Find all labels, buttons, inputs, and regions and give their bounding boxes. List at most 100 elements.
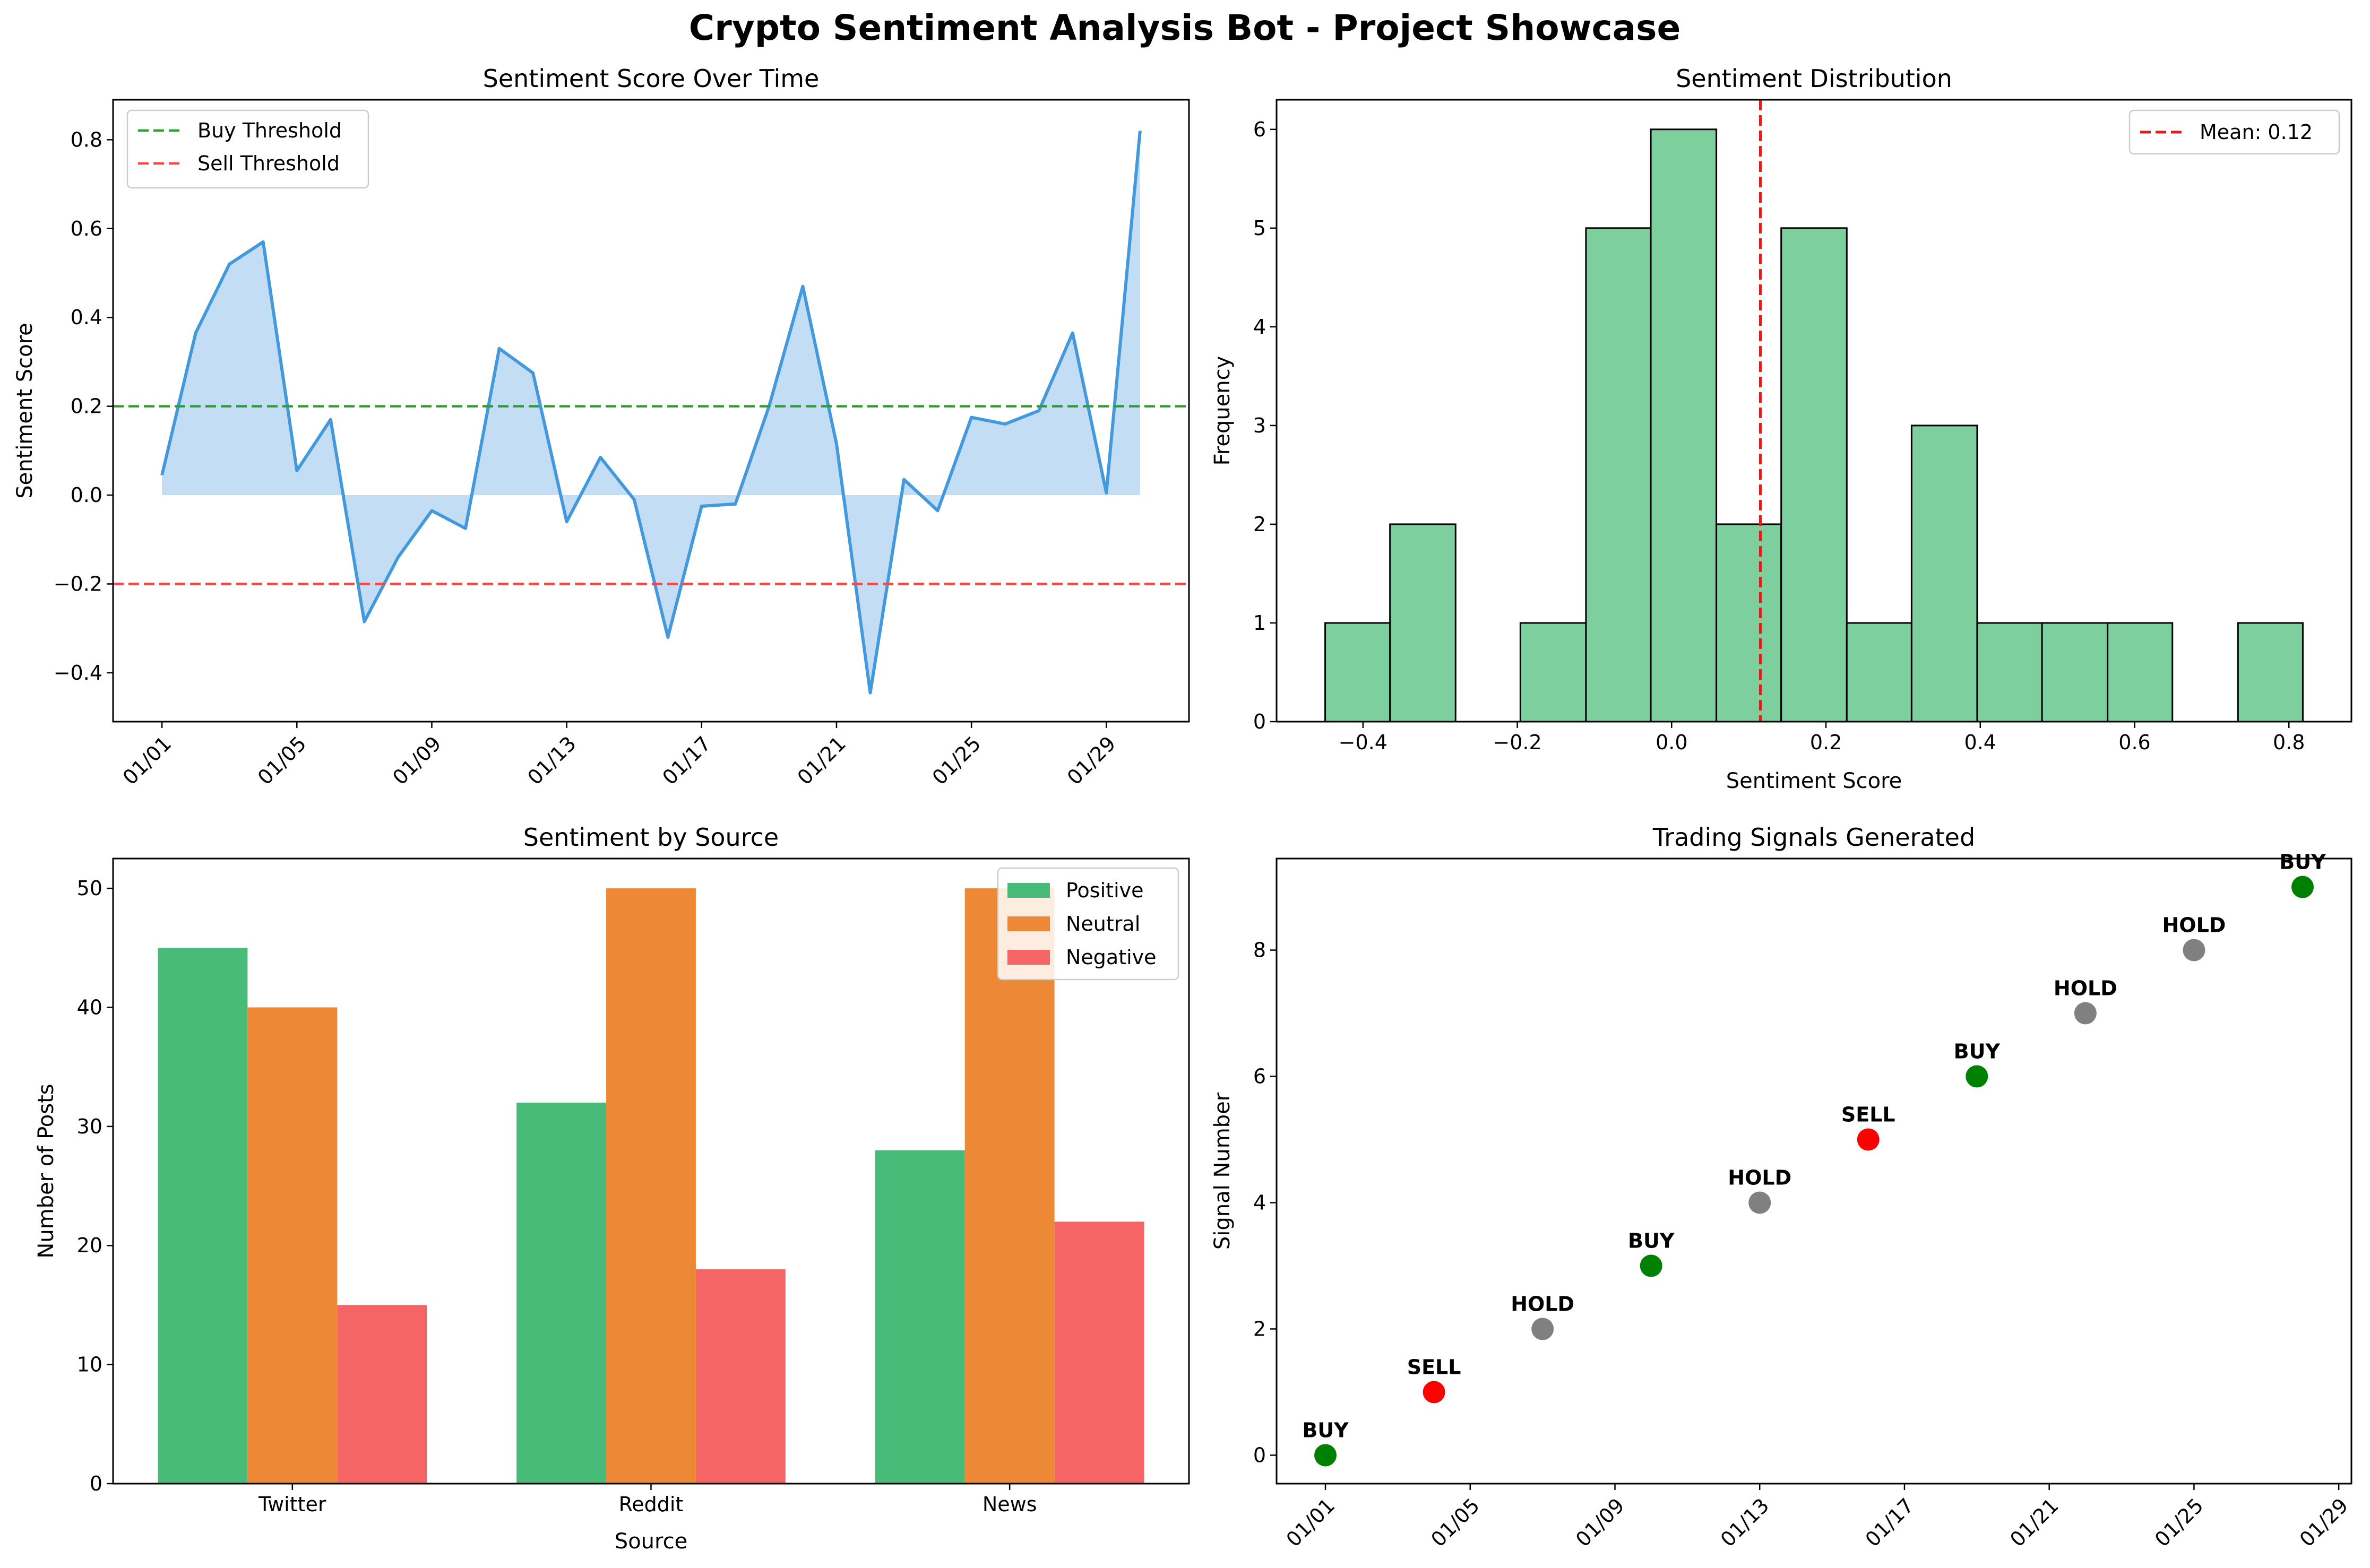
histogram-bar [1324,622,1391,723]
y-tick-label: 4 [1253,1191,1266,1214]
bar-positive [158,948,248,1484]
y-tick-label: 0.6 [71,217,102,240]
legend: Mean: 0.12 [2128,109,2340,155]
signal-label: BUY [1954,1040,2001,1063]
sentiment-distribution-chart: Sentiment Distribution 0 1 2 3 4 5 6 −0.4 −0.2 0.0… [1210,64,2352,793]
signal-point-hold [1748,1191,1771,1214]
signal-point-buy [1966,1065,1988,1088]
histogram-bar [1650,128,1718,723]
y-tick-label: 20 [77,1234,102,1257]
signal-label: HOLD [2162,914,2226,937]
histogram-bar [2041,622,2109,723]
signal-label: BUY [2279,851,2326,874]
chart-title: Sentiment Distribution [1676,64,1952,93]
histogram-bar [1910,425,1978,723]
y-tick-label: 0.2 [71,395,102,418]
signal-label: SELL [1841,1103,1895,1127]
legend-label: Neutral [1066,912,1140,935]
axes-frame [112,99,1190,723]
axes-frame [1276,99,2352,723]
histogram-bar [1780,227,1848,723]
signal-point-hold [2183,939,2205,961]
x-tick-label: 0.2 [1810,731,1842,754]
histogram-bar [2107,622,2174,723]
signal-label: HOLD [2054,977,2117,1000]
signal-point-sell [1423,1381,1445,1404]
x-tick-label: −0.2 [1493,731,1541,754]
x-tick-label: −0.4 [1339,731,1387,754]
x-axis-label: Source [615,1529,687,1554]
sentiment-line [160,131,1142,695]
y-tick-label: 40 [77,995,102,1019]
axes-frame [1276,857,2352,1485]
bar-neutral [247,1007,338,1484]
histogram-bar [1585,227,1652,723]
x-tick-label: 0.8 [2273,731,2305,754]
signal-label: HOLD [1728,1166,1791,1189]
y-tick-label: 0 [1253,710,1266,733]
y-tick-label: 8 [1253,939,1266,962]
histogram-bar [1519,622,1587,723]
y-tick-label: 4 [1253,315,1266,339]
x-tick-label: Reddit [619,1493,684,1516]
x-tick-label: 0.6 [2118,731,2150,754]
chart-title: Trading Signals Generated [1652,823,1975,852]
legend-label: Positive [1066,879,1144,902]
y-tick-label: 1 [1253,611,1266,635]
bar-positive [875,1150,965,1484]
signal-point-hold [1531,1318,1554,1340]
legend-box [2128,109,2340,155]
legend: Buy Threshold Sell Threshold [126,109,369,189]
y-tick-label: 2 [1253,1317,1266,1340]
figure-title: Crypto Sentiment Analysis Bot - Project … [689,7,1680,48]
y-axis-label: Signal Number [1210,1092,1235,1250]
y-tick-label: 10 [77,1353,102,1376]
histogram-bar [1846,622,1912,723]
y-axis-label: Frequency [1210,356,1235,466]
bar-negative [337,1305,427,1484]
x-tick-label: News [983,1493,1037,1516]
signal-point-sell [1857,1128,1880,1151]
histogram-bar [1976,622,2043,723]
legend-box [126,109,369,189]
y-axis-label: Sentiment Score [13,323,37,499]
x-tick-label: 0.0 [1656,731,1687,754]
y-tick-label: 0 [90,1472,102,1495]
signal-label: SELL [1407,1355,1461,1379]
legend-label: Negative [1066,946,1157,969]
chart-title: Sentiment Score Over Time [483,64,820,93]
y-tick-label: −0.2 [54,572,102,595]
signal-point-hold [2074,1002,2097,1025]
legend-label: Mean: 0.12 [2200,120,2313,144]
legend-label: Sell Threshold [197,152,340,175]
x-axis-label: Sentiment Score [1726,769,1902,793]
sentiment-by-source-chart: Sentiment by Source 0 10 20 30 40 50 Twitter Red… [34,823,1190,1554]
y-tick-label: 6 [1253,118,1266,141]
y-tick-label: 30 [77,1115,102,1138]
signal-label: HOLD [1511,1292,1574,1315]
y-tick-label: −0.4 [54,661,102,685]
histogram-bar [1716,523,1782,723]
legend-swatch [1007,883,1050,898]
y-tick-label: 6 [1253,1065,1266,1088]
histogram-bar [2237,622,2304,723]
signal-point-buy [1640,1254,1662,1277]
legend-swatch [1007,916,1050,931]
bar-neutral [606,888,696,1484]
signal-label: BUY [1302,1418,1349,1442]
x-tick-label: Twitter [258,1493,326,1516]
y-tick-label: 0.4 [71,306,102,329]
signal-point-buy [2291,876,2314,898]
bar-neutral [964,888,1055,1484]
bar-negative [695,1269,786,1484]
bar-positive [516,1102,607,1484]
y-tick-label: 50 [77,877,102,900]
signal-point-buy [1314,1444,1337,1467]
y-tick-label: 2 [1253,513,1266,536]
y-tick-label: 5 [1253,216,1266,240]
y-tick-label: 0.0 [71,483,102,507]
legend-swatch [1007,950,1050,965]
x-tick-label: 0.4 [1964,731,1996,754]
y-tick-label: 0.8 [71,128,102,151]
bar-negative [1054,1222,1144,1484]
